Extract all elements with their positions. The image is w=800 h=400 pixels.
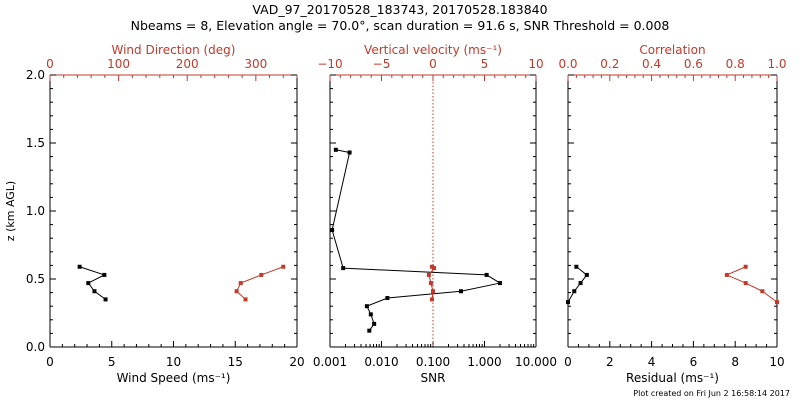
x-tick-label: 8: [731, 355, 739, 369]
top-x-axis-label: Wind Direction (deg): [112, 43, 236, 57]
series-snr-black-point: [364, 304, 369, 309]
panel-wind: [49, 74, 298, 348]
series-snr-black-point: [341, 266, 346, 271]
series-wind-red-line: [236, 266, 284, 300]
series-wind-red-point: [234, 289, 239, 294]
series-residual-red-point: [743, 264, 748, 269]
series-wind-black-line: [79, 266, 106, 300]
series-wind-black-point: [92, 289, 97, 294]
chart-subtitle: Nbeams = 8, Elevation angle = 70.0°, sca…: [130, 18, 670, 33]
top-x-tick-label: −10: [317, 57, 342, 71]
series-snr-red-point: [426, 272, 431, 277]
top-x-tick-label: 10: [528, 57, 543, 71]
x-axis-label: SNR: [421, 371, 446, 385]
series-residual-black-point: [574, 264, 579, 269]
top-x-tick-label: 100: [107, 57, 130, 71]
series-residual-black-point: [578, 281, 583, 286]
series-residual-red-point: [743, 281, 748, 286]
series-snr-black-point: [330, 228, 335, 233]
y-tick-label: 1.0: [26, 204, 45, 218]
series-residual-red-point: [724, 272, 729, 277]
x-axis-label: Wind Speed (ms⁻¹): [117, 371, 231, 385]
x-tick-label: 10.000: [515, 355, 557, 369]
x-tick-label: 10: [166, 355, 181, 369]
series-residual-red-point: [775, 300, 779, 305]
series-residual-black-point: [572, 289, 577, 294]
top-x-tick-label: 300: [244, 57, 267, 71]
x-tick-label: 1.000: [467, 355, 501, 369]
series-residual-black-point: [584, 272, 589, 277]
y-tick-label: 2.0: [26, 68, 45, 82]
y-tick-label: 0.5: [26, 272, 45, 286]
y-axis-label: z (km AGL): [4, 181, 17, 241]
series-snr-black-point: [498, 281, 503, 286]
series-wind-black-point: [77, 264, 82, 269]
x-tick-label: 0.001: [313, 355, 347, 369]
series-snr-red-point: [429, 297, 434, 302]
x-tick-label: 5: [108, 355, 116, 369]
top-x-tick-label: 0.8: [726, 57, 745, 71]
series-wind-red-point: [243, 297, 248, 302]
x-tick-label: 0: [564, 355, 572, 369]
series-snr-black-point: [484, 272, 489, 277]
x-tick-label: 0: [46, 355, 54, 369]
x-tick-label: 4: [648, 355, 656, 369]
x-tick-label: 6: [690, 355, 698, 369]
y-tick-label: 1.5: [26, 136, 45, 150]
series-snr-black-point: [333, 147, 338, 152]
series-snr-black-point: [368, 312, 373, 317]
series-snr-red-point: [432, 266, 437, 271]
panel-residual: [566, 74, 779, 348]
series-snr-black-point: [372, 321, 377, 326]
top-x-tick-label: −5: [373, 57, 391, 71]
series-residual-red-line: [725, 266, 778, 303]
series-residual-black-point: [566, 300, 570, 305]
plot-created-note: Plot created on Fri Jun 2 16:58:14 2017: [633, 389, 790, 398]
top-x-tick-label: 0.0: [558, 57, 577, 71]
x-tick-label: 0.100: [416, 355, 450, 369]
y-tick-label: 0.0: [26, 340, 45, 354]
series-snr-black-point: [459, 289, 464, 294]
series-snr-red-point: [429, 264, 434, 269]
top-x-axis-label: Vertical velocity (ms⁻¹): [364, 43, 502, 57]
x-tick-label: 2: [606, 355, 614, 369]
chart-title: VAD_97_20170528_183743, 20170528.183840: [252, 2, 548, 17]
series-wind-red-point: [238, 281, 243, 286]
series-snr-black-point: [367, 328, 372, 333]
x-tick-label: 15: [228, 355, 243, 369]
top-x-tick-label: 1.0: [767, 57, 786, 71]
top-x-tick-label: 5: [481, 57, 489, 71]
top-x-tick-label: 0.6: [684, 57, 703, 71]
series-residual-red-point: [760, 289, 765, 294]
series-snr-black-point: [347, 150, 352, 155]
series-snr-black-line: [331, 149, 502, 331]
top-x-axis-label: Correlation: [639, 43, 705, 57]
top-x-tick-label: 0: [429, 57, 437, 71]
x-tick-label: 0.010: [364, 355, 398, 369]
top-x-tick-label: 0.2: [600, 57, 619, 71]
series-wind-red-point: [259, 272, 264, 277]
top-x-tick-label: 0.4: [642, 57, 661, 71]
x-tick-label: 20: [289, 355, 304, 369]
x-axis-label: Residual (ms⁻¹): [626, 371, 719, 385]
series-wind-black-point: [102, 272, 107, 277]
series-wind-black-point: [103, 297, 108, 302]
series-wind-red-point: [281, 264, 286, 269]
series-wind-black-point: [86, 281, 91, 286]
x-tick-label: 10: [769, 355, 784, 369]
series-snr-red-point: [428, 281, 433, 286]
title-block: VAD_97_20170528_183743, 20170528.183840 …: [0, 2, 800, 34]
series-snr-black-point: [385, 296, 390, 301]
top-x-tick-label: 200: [176, 57, 199, 71]
series-residual-black-line: [567, 266, 588, 303]
top-x-tick-label: 0: [46, 57, 54, 71]
panel-snr: [329, 74, 537, 348]
series-snr-red-point: [431, 289, 435, 294]
